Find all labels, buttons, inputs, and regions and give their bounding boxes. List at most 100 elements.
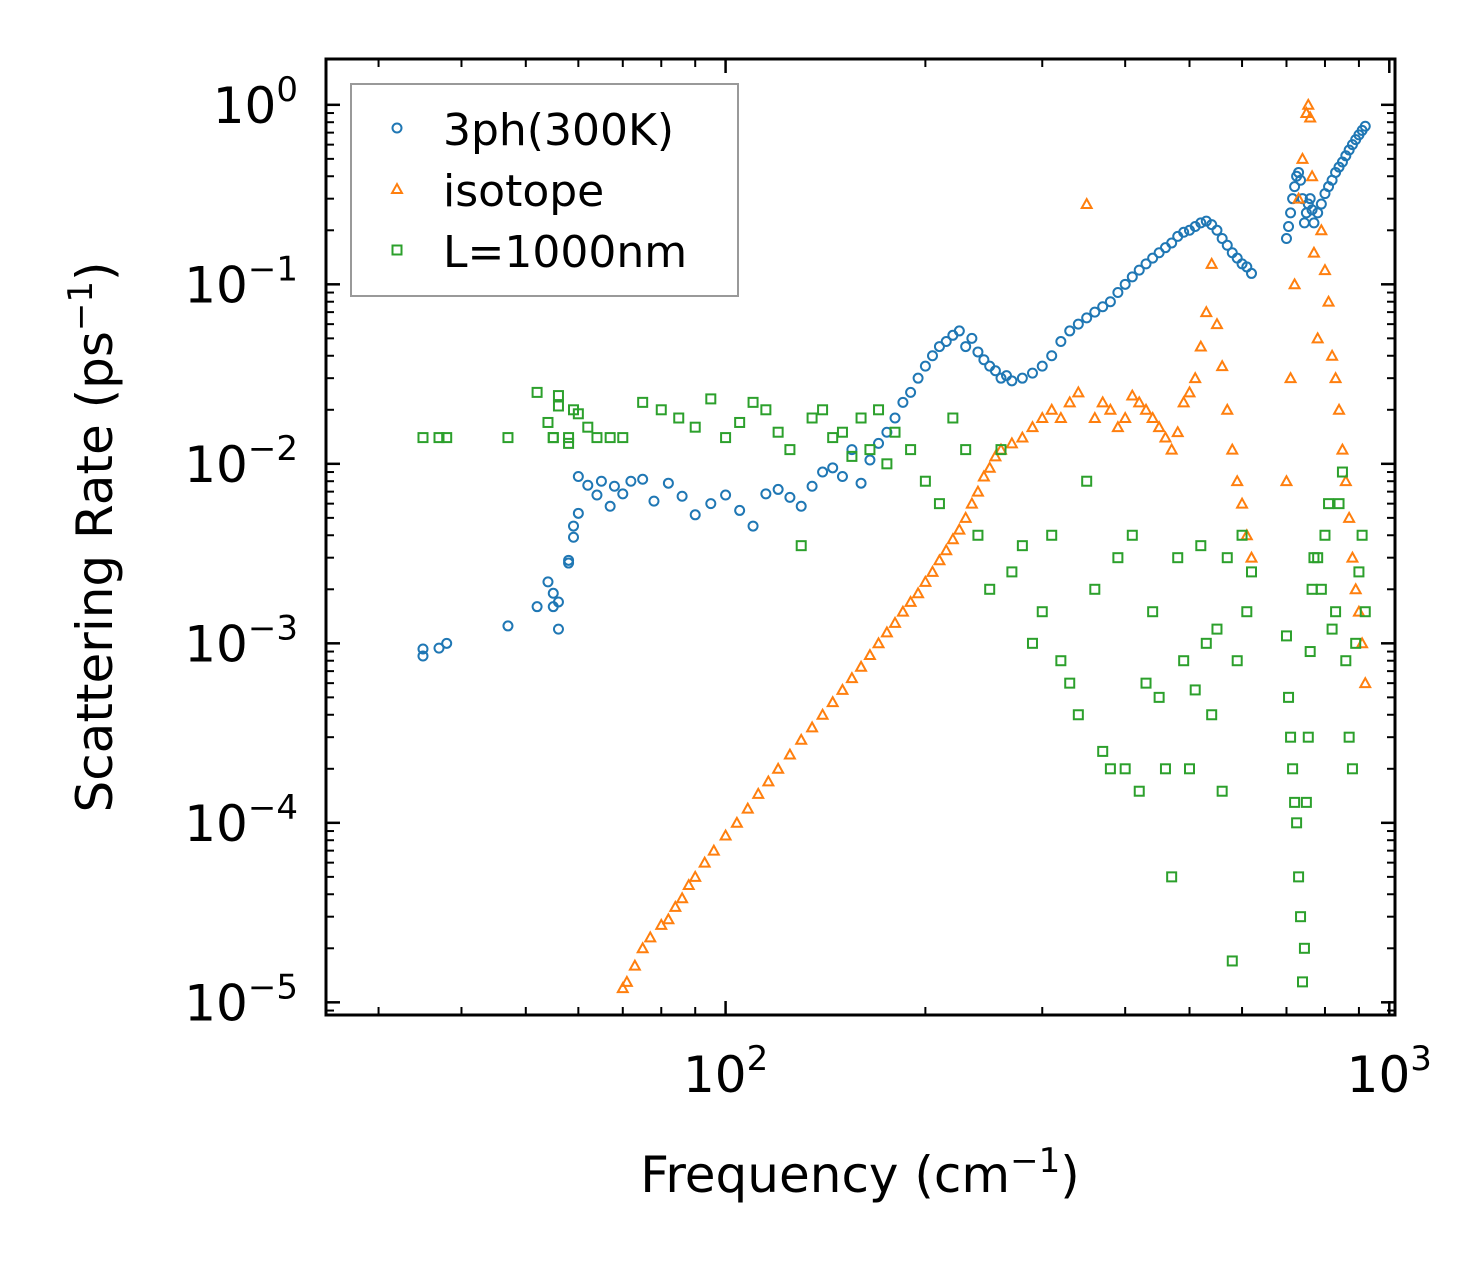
y-tick-label: 10−3 <box>184 608 298 673</box>
data-point <box>947 412 959 424</box>
data-point <box>978 354 990 366</box>
data-point <box>932 553 947 566</box>
data-point <box>620 974 634 987</box>
data-point <box>1088 410 1102 423</box>
data-point <box>1246 566 1258 578</box>
data-point <box>608 480 620 492</box>
data-point <box>1356 529 1368 541</box>
data-point <box>1195 217 1207 229</box>
data-point <box>720 489 732 501</box>
y-tick-label: 10−4 <box>184 788 298 853</box>
data-point <box>953 325 965 337</box>
data-point <box>1358 676 1372 689</box>
data-point <box>1285 207 1297 219</box>
data-point <box>705 498 717 510</box>
data-point <box>1046 350 1058 362</box>
data-point <box>417 643 429 655</box>
data-point <box>817 404 829 416</box>
data-point <box>995 444 1007 456</box>
data-point <box>1015 430 1030 443</box>
data-point <box>1289 796 1301 808</box>
data-point <box>1016 540 1028 552</box>
data-point <box>734 416 746 428</box>
data-point <box>591 489 603 501</box>
data-point <box>1279 474 1294 487</box>
data-point <box>845 671 859 684</box>
data-point <box>1139 402 1153 415</box>
data-point <box>806 480 818 492</box>
data-point <box>1301 97 1315 110</box>
data-point <box>1295 151 1310 164</box>
data-point <box>1189 684 1201 696</box>
data-point <box>1005 436 1019 449</box>
data-point <box>1153 691 1165 703</box>
data-point <box>1133 785 1145 797</box>
data-point <box>815 707 830 720</box>
data-point <box>784 444 796 456</box>
data-point <box>911 586 925 599</box>
data-point <box>1055 655 1067 667</box>
data-point <box>1304 646 1316 658</box>
data-point <box>682 878 696 891</box>
data-point <box>1295 911 1307 923</box>
legend-label: 3ph(300K) <box>443 105 674 156</box>
data-point <box>568 531 580 543</box>
data-point <box>1343 731 1355 743</box>
data-point <box>1045 402 1059 415</box>
series-circle-markers <box>417 120 1371 662</box>
data-point <box>1112 287 1124 299</box>
data-point <box>604 432 616 444</box>
data-point <box>1097 745 1109 757</box>
data-point <box>864 454 876 466</box>
data-point <box>730 815 744 828</box>
data-point <box>1321 294 1336 307</box>
data-point <box>1332 402 1346 415</box>
data-point <box>1216 785 1228 797</box>
data-point <box>873 404 885 416</box>
data-point <box>1132 395 1146 408</box>
data-point <box>1291 817 1303 829</box>
data-point <box>1126 271 1138 283</box>
legend-item: 3ph(300K) <box>391 105 674 156</box>
data-point <box>718 828 733 841</box>
data-point <box>905 386 917 398</box>
data-point <box>1178 226 1190 238</box>
data-point <box>971 484 985 497</box>
data-point <box>959 510 973 523</box>
data-point <box>952 522 966 535</box>
data-point <box>1315 583 1327 595</box>
data-point <box>897 396 909 408</box>
data-point <box>552 400 564 412</box>
data-point <box>939 543 953 556</box>
data-point <box>919 475 931 487</box>
data-point <box>761 774 776 787</box>
data-point <box>1280 630 1292 642</box>
data-point <box>1182 385 1197 398</box>
data-point <box>1325 348 1339 361</box>
data-point <box>1147 252 1159 264</box>
data-point <box>1246 267 1258 279</box>
data-point <box>604 500 616 512</box>
data-point <box>1314 223 1328 236</box>
data-point <box>1226 955 1238 967</box>
data-point <box>552 390 564 402</box>
data-point <box>1211 623 1223 635</box>
data-point <box>1283 371 1298 384</box>
data-point <box>880 625 894 638</box>
data-point <box>741 801 755 814</box>
data-point <box>873 437 885 449</box>
data-point <box>1346 763 1358 775</box>
data-point <box>591 432 603 444</box>
data-point <box>1302 731 1314 743</box>
data-point <box>747 520 759 532</box>
data-point <box>1340 150 1352 162</box>
data-point <box>1221 239 1233 251</box>
data-point <box>795 500 807 512</box>
data-point <box>1340 655 1352 667</box>
data-point <box>1312 207 1324 219</box>
data-point <box>688 869 702 882</box>
data-point <box>1089 583 1101 595</box>
legend-marker-circle <box>391 122 403 134</box>
data-point <box>676 490 688 502</box>
